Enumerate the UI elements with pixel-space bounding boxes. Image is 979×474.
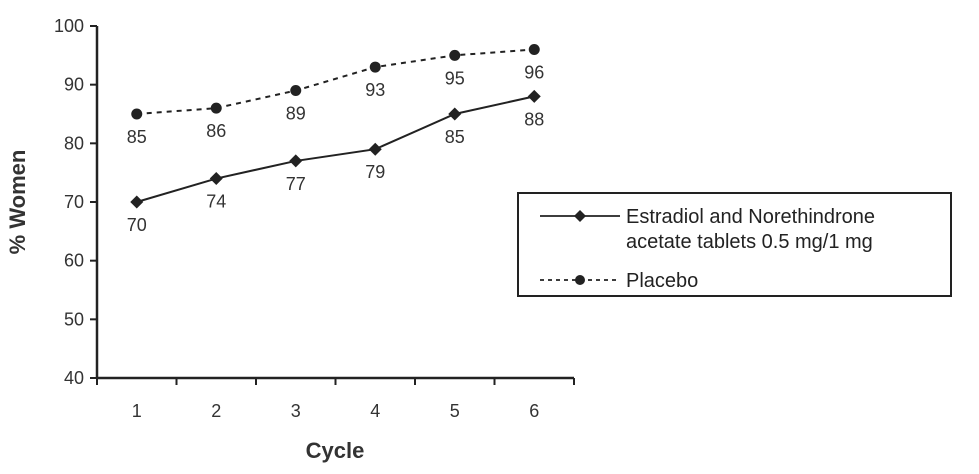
legend-box — [517, 192, 952, 297]
data-point-diamond — [130, 195, 144, 209]
legend: Estradiol and Norethindrone acetate table… — [517, 192, 952, 297]
data-label: 74 — [206, 192, 226, 212]
legend-label: Estradiol and Norethindrone — [626, 206, 875, 228]
data-label: 85 — [445, 127, 465, 147]
legend-label: acetate tablets 0.5 mg/1 mg — [626, 231, 873, 253]
data-label: 93 — [365, 80, 385, 100]
data-label: 86 — [206, 121, 226, 141]
y-tick-label: 100 — [54, 16, 84, 36]
series-layer: 70 74 77 79 85 88 85 86 89 93 95 96 — [127, 43, 544, 235]
data-point-circle — [290, 85, 302, 97]
series-placebo: 85 86 89 93 95 96 — [127, 43, 544, 147]
y-axis-ticks: 40 50 60 70 80 90 100 — [54, 16, 97, 388]
x-tick-label: 6 — [529, 401, 539, 421]
y-tick-label: 60 — [64, 251, 84, 271]
y-tick-label: 70 — [64, 192, 84, 212]
series-line — [136, 95, 535, 203]
legend-marker-diamond — [574, 210, 586, 222]
data-label: 70 — [127, 215, 147, 235]
x-tick-label: 3 — [291, 401, 301, 421]
data-point-diamond — [209, 172, 223, 186]
data-point-circle — [369, 61, 381, 73]
data-point-circle — [528, 43, 540, 55]
data-label: 79 — [365, 162, 385, 182]
data-label: 77 — [286, 174, 306, 194]
data-point-circle — [131, 108, 143, 120]
x-axis-ticks: 1 2 3 4 5 6 — [96, 378, 575, 421]
x-tick-label: 1 — [132, 401, 142, 421]
data-label: 89 — [286, 104, 306, 124]
x-axis-title: Cycle — [306, 438, 365, 463]
x-tick-label: 5 — [450, 401, 460, 421]
y-tick-label: 80 — [64, 133, 84, 153]
data-label: 88 — [524, 109, 544, 129]
y-axis-title: % Women — [5, 150, 30, 255]
y-tick-label: 50 — [64, 309, 84, 329]
x-tick-label: 4 — [370, 401, 380, 421]
series-line — [136, 48, 535, 115]
series-estradiol-norethindrone: 70 74 77 79 85 88 — [127, 89, 544, 235]
legend-label: Placebo — [626, 270, 698, 292]
y-tick-label: 90 — [64, 75, 84, 95]
data-point-diamond — [368, 142, 382, 156]
data-point-circle — [449, 49, 461, 61]
legend-item: Estradiol and Norethindrone acetate table… — [540, 206, 875, 253]
legend-marker-circle — [575, 275, 585, 285]
legend-item: Placebo — [540, 270, 698, 292]
data-point-diamond — [527, 89, 541, 103]
y-tick-label: 40 — [64, 368, 84, 388]
data-label: 95 — [445, 68, 465, 88]
data-label: 85 — [127, 127, 147, 147]
data-point-diamond — [448, 107, 462, 121]
data-label: 96 — [524, 62, 544, 82]
x-tick-label: 2 — [211, 401, 221, 421]
data-point-diamond — [289, 154, 303, 168]
data-point-circle — [210, 102, 222, 114]
